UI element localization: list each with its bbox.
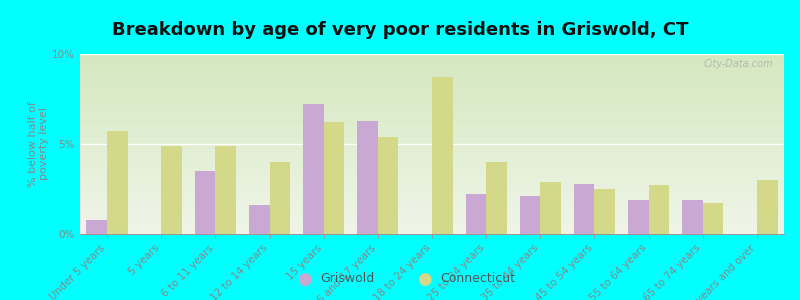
Bar — [378, 137, 398, 234]
Text: Griswold: Griswold — [320, 272, 374, 286]
Text: Connecticut: Connecticut — [440, 272, 515, 286]
Y-axis label: % below half of
poverty level: % below half of poverty level — [28, 101, 50, 187]
Bar — [486, 162, 506, 234]
Bar — [303, 104, 324, 234]
Bar — [540, 182, 561, 234]
Text: Breakdown by age of very poor residents in Griswold, CT: Breakdown by age of very poor residents … — [112, 21, 688, 39]
Bar — [195, 171, 215, 234]
Bar — [215, 146, 236, 234]
Bar — [682, 200, 702, 234]
Bar — [162, 146, 182, 234]
Bar — [702, 203, 723, 234]
Bar — [628, 200, 649, 234]
Bar — [757, 180, 778, 234]
Bar — [574, 184, 594, 234]
Bar — [432, 77, 453, 234]
Bar — [270, 162, 290, 234]
Text: City-Data.com: City-Data.com — [704, 59, 774, 69]
Text: ●: ● — [417, 270, 431, 288]
Bar — [649, 185, 669, 234]
Text: ●: ● — [297, 270, 311, 288]
Bar — [594, 189, 615, 234]
Bar — [520, 196, 540, 234]
Bar — [358, 121, 378, 234]
Bar — [466, 194, 486, 234]
Bar — [86, 220, 107, 234]
Bar — [324, 122, 344, 234]
Bar — [249, 205, 270, 234]
Bar — [107, 131, 128, 234]
